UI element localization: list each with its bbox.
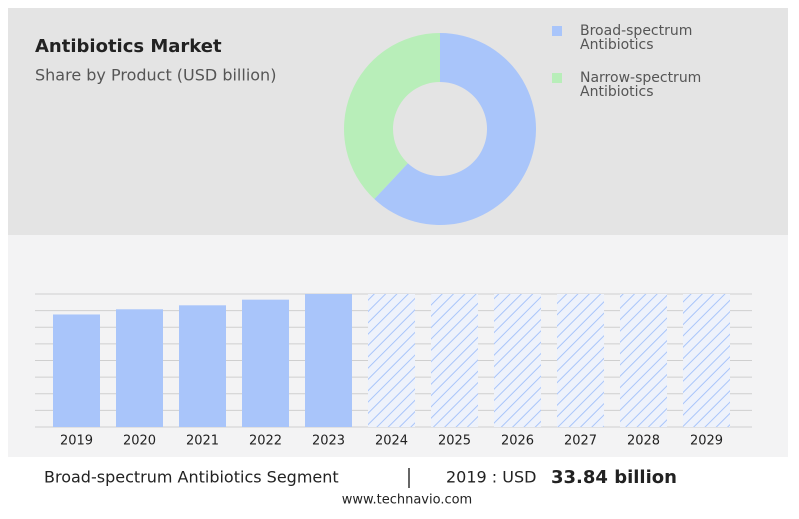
x-tick-label: 2029 — [690, 434, 723, 449]
forecast-placeholder — [620, 294, 667, 427]
footer-year: 2019 : USD — [446, 468, 536, 487]
x-tick-label: 2022 — [249, 434, 282, 449]
chart-subtitle: Share by Product (USD billion) — [35, 66, 276, 85]
x-tick-label: 2021 — [186, 434, 219, 449]
x-tick-label: 2024 — [375, 434, 408, 449]
forecast-placeholder — [368, 294, 415, 427]
legend-swatch — [552, 26, 562, 36]
footer-value: 33.84 billion — [551, 467, 677, 488]
x-tick-label: 2027 — [564, 434, 597, 449]
donut-slice — [374, 33, 537, 226]
legend-swatch — [552, 73, 562, 83]
forecast-placeholder — [557, 294, 604, 427]
forecast-placeholder — [431, 294, 478, 427]
x-tick-label: 2026 — [501, 434, 534, 449]
forecast-placeholder — [683, 294, 730, 427]
bar — [179, 305, 226, 427]
bar — [242, 299, 289, 427]
donut-slice — [344, 33, 440, 199]
x-tick-label: 2020 — [123, 434, 156, 449]
chart-title: Antibiotics Market — [35, 36, 222, 57]
legend-label: Narrow-spectrum Antibiotics — [580, 70, 702, 100]
x-tick-label: 2028 — [627, 434, 660, 449]
bar — [53, 314, 100, 427]
x-tick-label: 2025 — [438, 434, 471, 449]
bar — [305, 294, 352, 427]
x-tick-label: 2019 — [60, 434, 93, 449]
footer-segment: Broad-spectrum Antibiotics Segment — [44, 468, 339, 487]
forecast-placeholder — [494, 294, 541, 427]
source: www.technavio.com — [342, 493, 472, 508]
legend-label: Broad-spectrum Antibiotics — [580, 23, 693, 53]
x-tick-label: 2023 — [312, 434, 345, 449]
bar — [116, 309, 163, 427]
